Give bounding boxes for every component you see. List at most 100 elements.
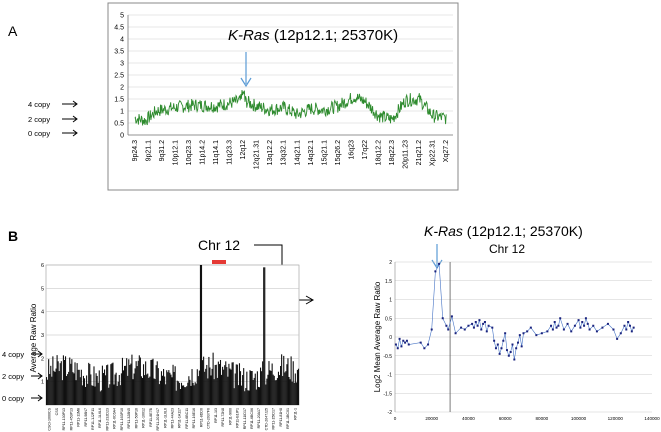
panel-b-left-bar (243, 368, 245, 405)
panel-b-left-bar (209, 367, 211, 405)
panel-b-right-ytick-label: -1 (388, 373, 393, 379)
panel-b-left-bar (154, 379, 156, 405)
panel-a-xtick-label: 20p11.23 (403, 140, 410, 169)
panel-b-left-ylabel: Average Raw Ratio (29, 303, 38, 372)
panel-b-left-bar (216, 377, 218, 405)
panel-b-right-point (632, 326, 635, 329)
panel-a-gene-name: K-Ras (228, 27, 270, 44)
panel-a-label: A (8, 23, 18, 39)
panel-b-left-bar (153, 378, 155, 405)
panel-a-xtick-label: 9q31.2 (159, 140, 166, 162)
panel-b-left-bar (113, 384, 115, 405)
panel-b-left-bar (156, 361, 158, 405)
panel-b-right-point (405, 339, 408, 342)
panel-b-left-bar (251, 371, 253, 405)
panel-b-right-point (438, 262, 441, 265)
panel-b-left-bar (56, 355, 58, 405)
panel-b-right-arrow (431, 244, 443, 270)
panel-a-ytick-label: 0.5 (114, 121, 124, 128)
panel-a-ytick-label: 1 (120, 109, 124, 116)
panel-b-left-bar (246, 371, 248, 405)
panel-b-right-point (581, 321, 584, 323)
panel-b-left-bar (115, 372, 117, 405)
panel-b-left-bar (49, 374, 51, 405)
panel-b-left-bar (285, 371, 287, 405)
panel-b-left-bar (157, 368, 159, 405)
panel-b-left-bar (286, 364, 288, 405)
panel-b-left-bar (172, 364, 174, 405)
panel-b-left-bar (250, 371, 252, 405)
panel-b-left-bar (61, 380, 63, 405)
panel-b-left-bar (176, 380, 178, 405)
panel-b-left-bar (234, 373, 236, 405)
panel-b-left-bar (92, 385, 94, 405)
panel-b-left-bar (235, 364, 237, 405)
panel-b-left-bar (80, 369, 82, 405)
panel-b-left-bar (198, 370, 200, 405)
panel-b-left-bar (194, 382, 196, 405)
panel-a-xtick-label: 16q23 (348, 140, 355, 160)
panel-b-left-bar (47, 379, 49, 405)
panel-b-right-point (520, 345, 523, 348)
panel-b-left-bar (277, 371, 280, 405)
copy-label-b-2: 2 copy (2, 372, 24, 381)
panel-a-ytick-label: 3 (120, 61, 124, 68)
panel-b-left-bar (75, 380, 77, 405)
panel-b-left-bar (225, 361, 227, 405)
panel-b-left-xtick-label: RP11-163P10 (120, 408, 124, 430)
panel-b-left-bar (262, 361, 264, 405)
panel-b-left-bar (282, 376, 284, 405)
panel-b-left-bar (291, 381, 293, 405)
panel-b-left-bar (217, 361, 219, 405)
panel-b-left-bar (106, 365, 108, 405)
panel-b-left-bar (127, 375, 129, 405)
panel-b-left-ytick-label: 5 (41, 286, 44, 292)
panel-b-left-bar (211, 368, 213, 405)
panel-b-left-bar (73, 373, 75, 405)
panel-a-xtick-label: 11q23.3 (227, 140, 234, 165)
panel-b-left-bar (295, 382, 297, 405)
panel-a-xtick-label: 15q26.2 (335, 140, 342, 165)
panel-b-left-bar (163, 368, 165, 405)
panel-b-right-point (577, 319, 580, 322)
panel-b-right-point (423, 347, 426, 350)
panel-b-right-point (619, 332, 622, 335)
panel-b-left-bar (255, 389, 257, 405)
panel-b-right-ytick-label: -2 (388, 410, 393, 416)
panel-b-left-bar (193, 385, 195, 405)
panel-b-left-xtick-label: RP11-1L6L6 (163, 408, 167, 428)
panel-b-left-bar (134, 368, 136, 405)
panel-b-left-bar (67, 374, 69, 405)
copy-label-2: 2 copy (28, 115, 50, 124)
panel-b-right-axes (394, 262, 451, 412)
panel-b-left-yaxis: 1 2 3 4 5 6 (41, 263, 44, 386)
panel-b-right-point (551, 328, 554, 331)
panel-a-gridlines (127, 14, 453, 136)
panel-b-right-point (454, 332, 457, 335)
panel-b-left-bar (203, 356, 205, 405)
panel-b-left-bar (151, 359, 153, 405)
panel-b-left-bar (256, 371, 258, 405)
panel-b-left-bar (252, 380, 254, 405)
panel-b-left-bar (220, 374, 223, 405)
panel-a-xaxis: 9p24.3 9p21.1 9q31.2 10p12.1 10q23.3 11p14.2 1… (132, 140, 450, 169)
panel-b-right-point (480, 328, 483, 331)
panel-b-left-bar (74, 362, 76, 405)
panel-b-left-bar (177, 381, 179, 405)
panel-a-xtick-label: Xq27.2 (443, 140, 450, 162)
panel-b-left-bar (254, 373, 256, 405)
panel-b-left-bar (267, 374, 269, 405)
panel-b-left-bar (192, 382, 194, 405)
panel-b-left-xtick-label: RP11-72N8 (221, 408, 225, 427)
panel-a-ytick-label: 2.5 (114, 73, 124, 80)
panel-b-right-point (625, 328, 628, 331)
panel-b-right-point (394, 343, 397, 346)
panel-a-xtick-label: 14q21.1 (294, 140, 301, 165)
panel-b-left-bar (205, 368, 207, 405)
panel-b-left-xtick-label: RP11-1L6L6 (98, 408, 102, 428)
panel-b-left-bar (82, 375, 84, 405)
panel-b-left-bar (197, 376, 199, 405)
panel-b-left-bar (183, 385, 185, 405)
panel-b-left-bar (89, 364, 91, 405)
